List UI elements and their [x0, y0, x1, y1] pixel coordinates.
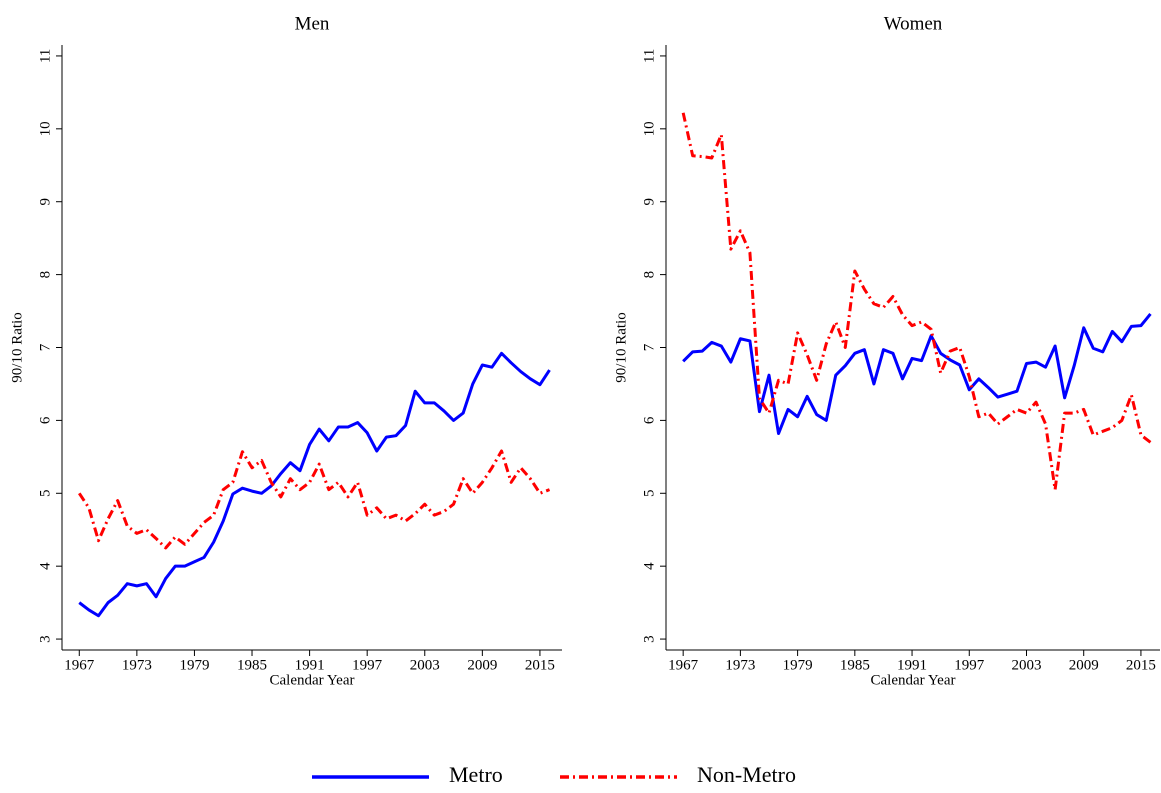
x-tick-label: 2015 — [525, 657, 555, 673]
x-tick-label: 2003 — [410, 657, 440, 673]
y-tick-label: 5 — [37, 490, 53, 498]
y-tick-label: 9 — [37, 198, 53, 206]
y-axis-label: 90/10 Ratio — [613, 312, 629, 382]
chart-title: Women — [884, 13, 943, 34]
x-tick-label: 1967 — [64, 657, 95, 673]
y-tick-label: 3 — [37, 635, 53, 643]
chart-title: Men — [295, 13, 330, 34]
line-series — [681, 112, 1152, 492]
line-series — [78, 449, 551, 550]
legend-label: Non-Metro — [697, 762, 796, 787]
y-tick-label: 3 — [641, 635, 657, 643]
y-tick-label: 4 — [37, 562, 53, 570]
line-series — [682, 313, 1152, 436]
y-tick-label: 11 — [37, 49, 53, 63]
y-tick-label: 11 — [641, 49, 657, 63]
x-tick-label: 1991 — [295, 657, 325, 673]
x-tick-label: 1985 — [840, 657, 870, 673]
y-tick-label: 7 — [37, 343, 53, 351]
y-tick-label: 9 — [641, 198, 657, 206]
y-tick-label: 6 — [37, 416, 53, 424]
x-tick-label: 2015 — [1126, 657, 1156, 673]
x-tick-label: 1979 — [179, 657, 209, 673]
y-tick-label: 5 — [641, 490, 657, 498]
y-tick-label: 8 — [641, 271, 657, 279]
y-axis-label: 90/10 Ratio — [9, 312, 25, 382]
x-axis-label: Calendar Year — [871, 672, 956, 688]
x-tick-label: 1985 — [237, 657, 267, 673]
y-tick-label: 7 — [641, 343, 657, 351]
x-tick-label: 1997 — [352, 657, 383, 673]
y-tick-label: 10 — [37, 121, 53, 136]
x-tick-label: 2009 — [467, 657, 497, 673]
y-tick-label: 4 — [641, 562, 657, 570]
y-tick-label: 10 — [641, 121, 657, 136]
x-tick-label: 1979 — [783, 657, 813, 673]
legend-label: Metro — [449, 762, 503, 787]
x-tick-label: 2009 — [1069, 657, 1099, 673]
y-tick-label: 8 — [37, 271, 53, 279]
x-tick-label: 1973 — [122, 657, 152, 673]
x-tick-label: 1967 — [668, 657, 699, 673]
x-tick-label: 1973 — [725, 657, 755, 673]
x-tick-label: 1991 — [897, 657, 927, 673]
x-axis-label: Calendar Year — [270, 672, 355, 688]
x-tick-label: 2003 — [1011, 657, 1041, 673]
y-tick-label: 6 — [641, 416, 657, 424]
line-series — [78, 351, 551, 618]
x-tick-label: 1997 — [954, 657, 985, 673]
